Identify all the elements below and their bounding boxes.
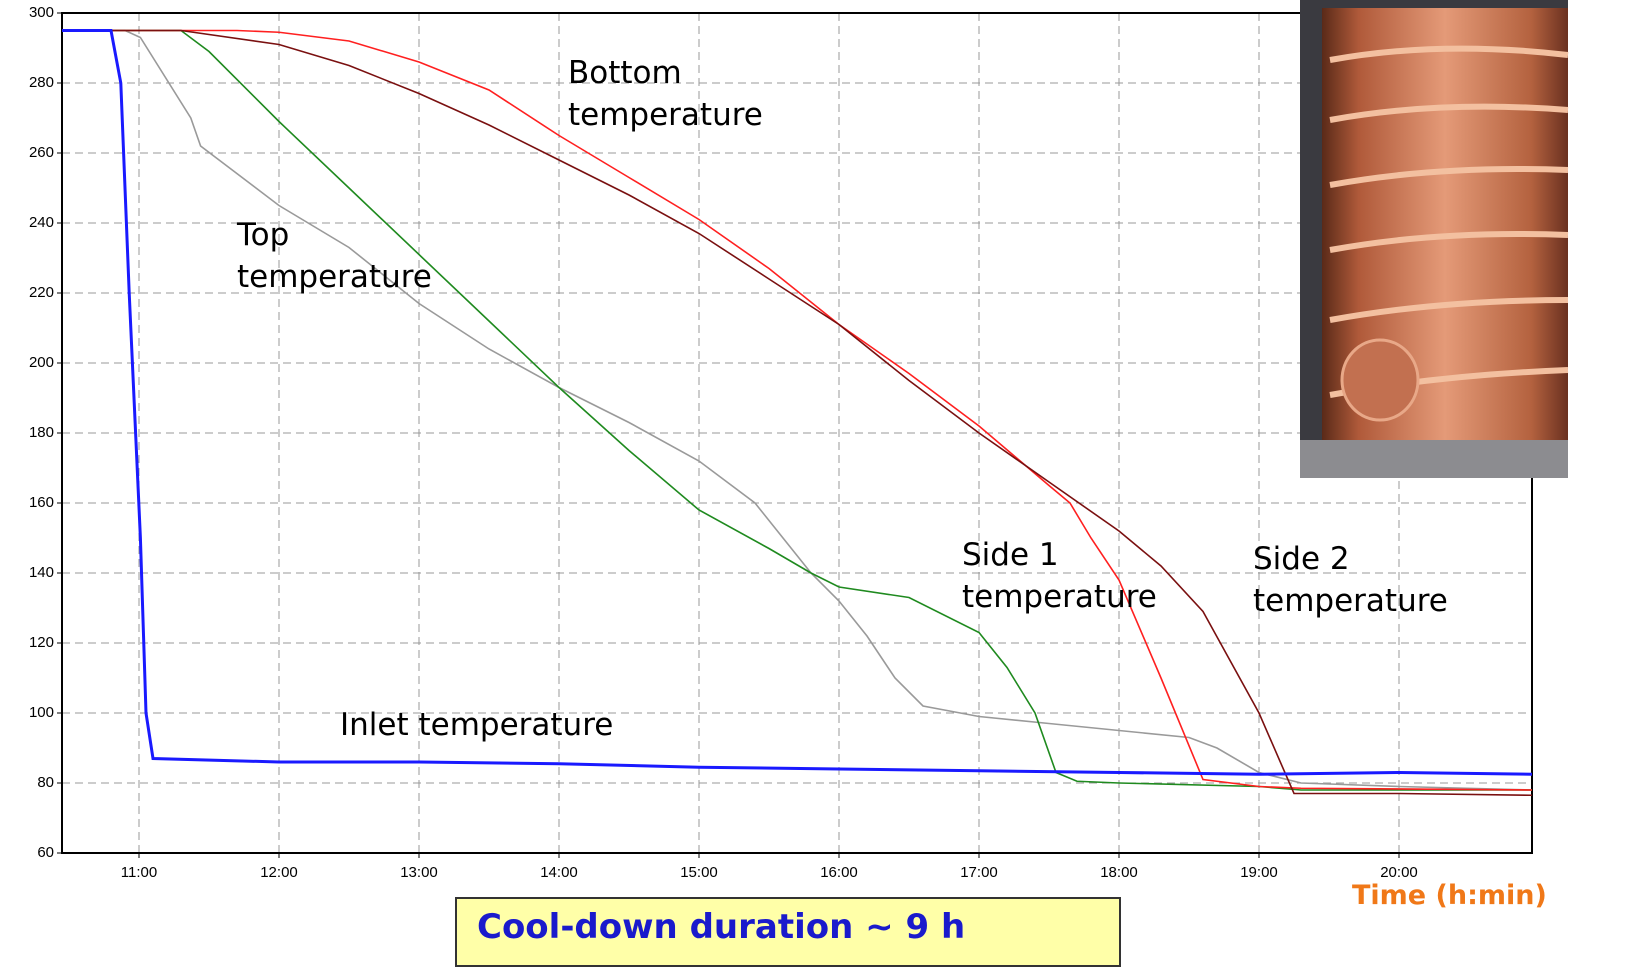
series-line (62, 29, 1533, 797)
x-tick-label: 15:00 (680, 864, 718, 881)
y-tick-label: 140 (29, 564, 54, 581)
series-label: Side 1 temperature (962, 537, 1157, 615)
x-tick-label: 16:00 (820, 864, 858, 881)
x-tick-label: 19:00 (1240, 864, 1278, 881)
y-tick-label: 240 (29, 214, 54, 231)
y-tick-label: 60 (37, 844, 54, 861)
series-line (62, 29, 1532, 791)
x-tick-label: 13:00 (400, 864, 438, 881)
y-tick-label: 100 (29, 704, 54, 721)
series-label: Side 2 temperature (1253, 541, 1448, 619)
x-tick-label: 18:00 (1100, 864, 1138, 881)
series-line (62, 29, 1533, 791)
y-tick-label: 260 (29, 144, 54, 161)
y-tick-label: 80 (37, 774, 54, 791)
x-tick-label: 17:00 (960, 864, 998, 881)
x-tick-label: 11:00 (121, 864, 157, 881)
y-tick-label: 120 (29, 634, 54, 651)
series-line (62, 29, 1533, 791)
y-tick-label: 200 (29, 354, 54, 371)
x-tick-label: 20:00 (1380, 864, 1418, 881)
x-tick-label: 12:00 (260, 864, 298, 881)
series-label: Inlet temperature (340, 707, 614, 743)
series-line (62, 29, 1533, 776)
y-tick-label: 160 (29, 494, 54, 511)
y-tick-label: 220 (29, 284, 54, 301)
series-label: Bottom temperature (568, 55, 763, 133)
x-tick-label: 14:00 (540, 864, 578, 881)
y-tick-label: 300 (29, 4, 54, 21)
y-tick-label: 280 (29, 74, 54, 91)
x-axis-label: Time (h:min) (1352, 880, 1547, 911)
y-tick-label: 180 (29, 424, 54, 441)
note-box: Cool-down duration ~ 9 h (455, 897, 1121, 967)
series-label: Top temperature (237, 217, 432, 295)
photo (1300, 0, 1569, 478)
